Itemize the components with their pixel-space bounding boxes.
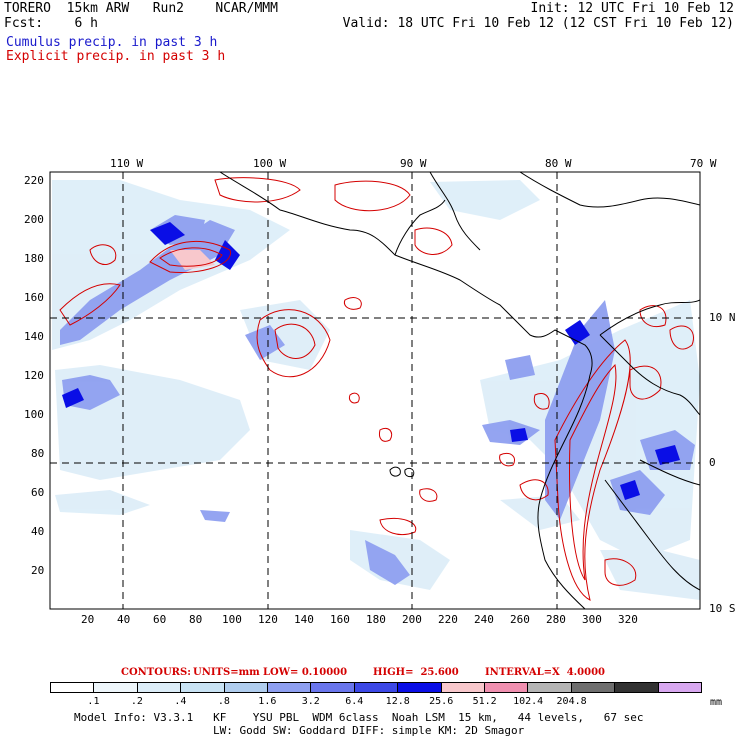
x-tick: 300 [582,613,602,626]
y-tick: 60 [31,486,45,499]
x-tick: 80 [189,613,203,626]
contours-low: LOW= 0.10000 [263,667,348,678]
x-tick: 240 [474,613,494,626]
x-tick: 60 [153,613,167,626]
coastlines [219,172,700,609]
lon-label-80w: 80 W [545,157,572,170]
colorbar-swatch [223,683,268,692]
colorbar-label: 51.2 [472,696,497,707]
colorbar-swatch [93,683,137,692]
contours-interval: INTERVAL=X 4.0000 [485,667,605,678]
lon-label-110w: 110 W [110,157,144,170]
colorbar-label: 1.6 [258,696,277,707]
x-tick: 40 [117,613,131,626]
colorbar-label: 3.2 [301,696,320,707]
lon-label-70w: 70 W [690,157,717,170]
colorbar-swatch [614,683,658,692]
y-tick: 100 [24,408,44,421]
colorbar [50,682,702,693]
x-tick: 120 [258,613,278,626]
x-tick: 280 [546,613,566,626]
x-tick: 160 [330,613,350,626]
colorbar-swatch [440,683,485,692]
colorbar-swatch [484,683,528,692]
lat-label-0: 0 [709,456,716,469]
colorbar-swatch [136,683,181,692]
colorbar-swatch [570,683,615,692]
colorbar-swatch [353,683,398,692]
colorbar-label: .1 [87,696,100,707]
colorbar-label: .2 [130,696,143,707]
colorbar-swatch [180,683,224,692]
colorbar-swatch [397,683,441,692]
colorbar-label: .8 [217,696,230,707]
x-tick: 220 [438,613,458,626]
legend-cumulus: Cumulus precip. in past 3 h [6,35,218,50]
lat-lon-grid [50,172,700,609]
x-tick: 100 [222,613,242,626]
header-init: Init: 12 UTC Fri 10 Feb 12 [530,1,735,16]
cumulus-heavy-shading [62,222,680,500]
header-fcst: Fcst: 6 h [4,16,98,31]
header-title: TORERO 15km ARW Run2 NCAR/MMM [4,1,278,16]
explicit-precip-contours [59,177,694,601]
y-tick: 40 [31,525,45,538]
colorbar-label: 25.6 [429,696,454,707]
contours-label: CONTOURS: [121,667,191,678]
header-valid: Valid: 18 UTC Fri 10 Feb 12 (12 CST Fri … [342,16,734,31]
x-tick: 260 [510,613,530,626]
contours-units: UNITS=mm [193,667,260,678]
colorbar-label: 204.8 [556,696,587,707]
y-tick: 80 [31,447,45,460]
legend-explicit: Explicit precip. in past 3 h [6,49,226,64]
plot-frame [49,171,701,610]
y-tick: 220 [24,174,44,187]
lat-label-10n: 10 N [709,311,736,324]
colorbar-label: 6.4 [345,696,364,707]
y-tick: 180 [24,252,44,265]
x-tick: 320 [618,613,638,626]
colorbar-swatch [310,683,354,692]
colorbar-label: 12.8 [385,696,410,707]
lon-label-100w: 100 W [253,157,287,170]
x-tick: 20 [81,613,95,626]
x-tick: 200 [402,613,422,626]
colorbar-swatch [51,683,94,692]
x-tick: 140 [294,613,314,626]
colorbar-units: mm [710,697,723,708]
lat-label-10s: 10 S [709,602,736,615]
y-tick: 200 [24,213,44,226]
y-tick: 140 [24,330,44,343]
x-tick: 180 [366,613,386,626]
precip-map [49,171,701,610]
contours-high: HIGH= 25.600 [373,667,459,678]
colorbar-swatch [267,683,311,692]
colorbar-swatch [657,683,702,692]
y-tick: 120 [24,369,44,382]
lon-label-90w: 90 W [400,157,427,170]
y-tick: 20 [31,564,45,577]
y-tick: 160 [24,291,44,304]
colorbar-label: .4 [174,696,187,707]
colorbar-swatch [527,683,571,692]
footer-model-info: Model Info: V3.3.1 KF YSU PBL WDM 6class… [74,711,644,724]
colorbar-label: 102.4 [513,696,544,707]
footer-physics: LW: Godd SW: Goddard DIFF: simple KM: 2D… [213,724,525,737]
